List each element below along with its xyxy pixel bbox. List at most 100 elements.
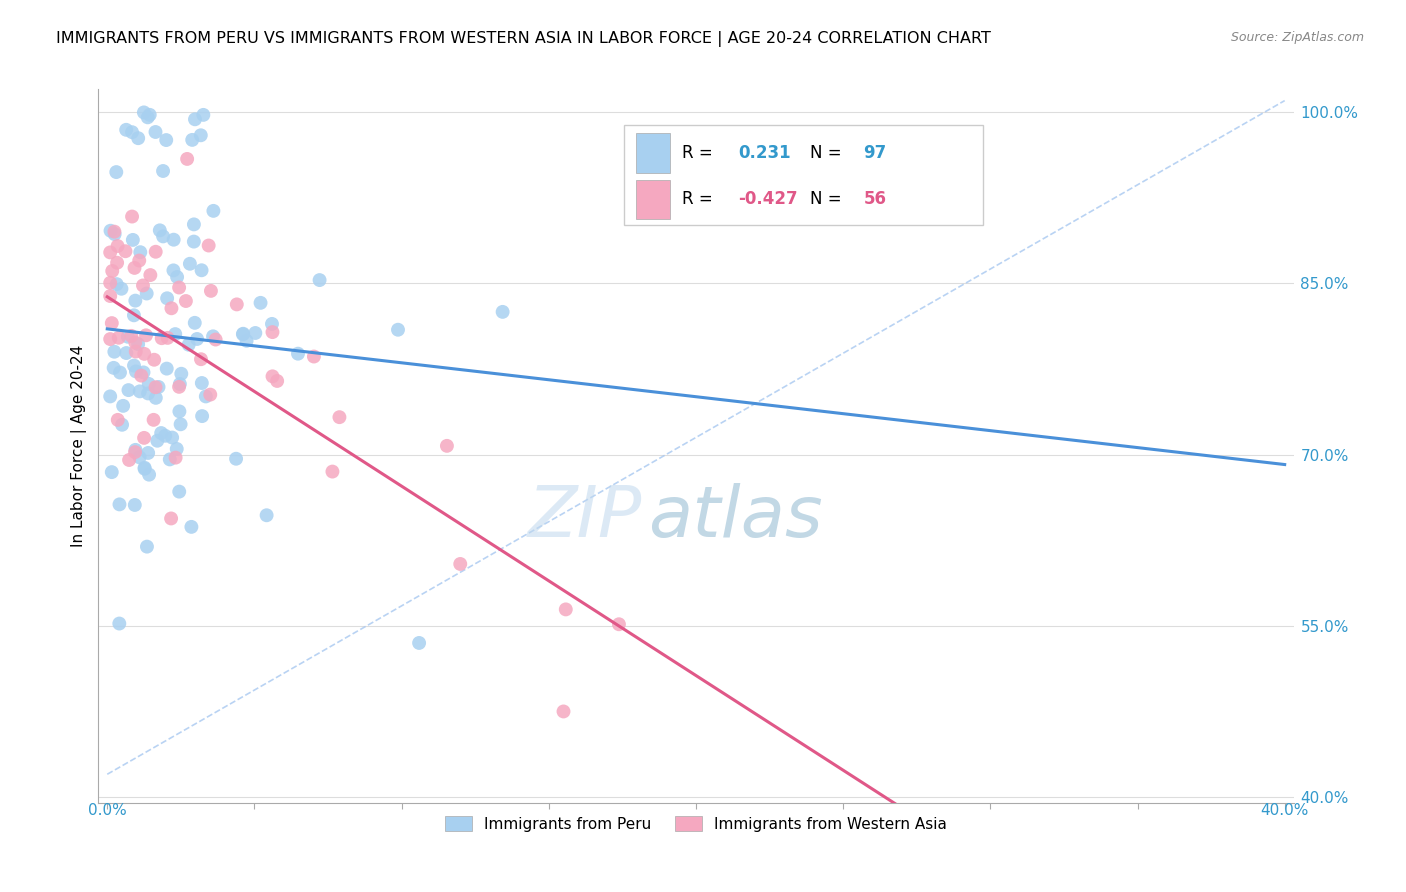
- Point: [232, 326, 254, 341]
- Point: [156, 361, 179, 376]
- Point: [176, 152, 198, 166]
- Point: [145, 391, 167, 405]
- FancyBboxPatch shape: [637, 134, 669, 173]
- Text: ZIP: ZIP: [527, 483, 643, 552]
- Point: [143, 352, 166, 367]
- Point: [152, 229, 174, 244]
- Point: [124, 442, 146, 457]
- Point: [155, 133, 177, 147]
- Point: [387, 323, 409, 337]
- Point: [266, 374, 288, 388]
- Point: [262, 325, 284, 339]
- Point: [115, 123, 138, 137]
- Point: [194, 389, 217, 403]
- Text: 40.0%: 40.0%: [1261, 803, 1309, 818]
- Point: [122, 308, 145, 322]
- Point: [118, 453, 141, 467]
- Point: [436, 439, 458, 453]
- Point: [104, 227, 127, 242]
- Point: [232, 327, 254, 342]
- Point: [321, 465, 343, 479]
- Point: [121, 210, 143, 224]
- Point: [120, 329, 142, 343]
- Point: [98, 276, 121, 290]
- Text: 0.0%: 0.0%: [89, 803, 127, 818]
- Point: [190, 128, 212, 143]
- Point: [107, 413, 129, 427]
- Point: [134, 462, 156, 476]
- Point: [110, 282, 132, 296]
- Point: [190, 352, 212, 367]
- Point: [308, 273, 330, 287]
- Point: [202, 329, 225, 343]
- Point: [129, 368, 152, 383]
- Point: [491, 305, 513, 319]
- Text: R =: R =: [682, 145, 717, 162]
- Point: [100, 224, 122, 238]
- Point: [150, 331, 173, 345]
- Point: [184, 112, 207, 127]
- Point: [107, 331, 129, 345]
- Point: [103, 225, 125, 239]
- Point: [128, 253, 150, 268]
- Point: [155, 429, 177, 443]
- Point: [169, 417, 191, 432]
- Point: [225, 451, 247, 466]
- Text: N =: N =: [810, 191, 846, 209]
- FancyBboxPatch shape: [637, 180, 669, 219]
- Text: 0.231: 0.231: [738, 145, 790, 162]
- Point: [145, 125, 167, 139]
- Point: [245, 326, 267, 340]
- Point: [107, 239, 129, 253]
- Point: [165, 327, 187, 342]
- Point: [190, 263, 212, 277]
- Point: [101, 264, 124, 278]
- Point: [177, 337, 200, 351]
- Point: [135, 328, 157, 343]
- Point: [149, 223, 172, 237]
- Point: [125, 344, 148, 359]
- Point: [103, 344, 125, 359]
- Point: [98, 332, 121, 346]
- Point: [150, 425, 173, 440]
- Point: [183, 218, 205, 232]
- Point: [138, 467, 160, 482]
- Point: [136, 386, 159, 401]
- Point: [262, 369, 284, 384]
- Point: [114, 244, 136, 259]
- Point: [105, 256, 128, 270]
- Point: [145, 244, 167, 259]
- Point: [156, 331, 179, 345]
- Point: [127, 131, 149, 145]
- Point: [98, 389, 121, 403]
- Point: [148, 380, 170, 394]
- Point: [260, 317, 283, 331]
- Point: [124, 293, 146, 308]
- Point: [136, 111, 159, 125]
- Point: [202, 203, 225, 218]
- Point: [134, 460, 156, 475]
- Point: [121, 125, 143, 139]
- Point: [328, 410, 350, 425]
- Text: R =: R =: [682, 191, 717, 209]
- Point: [186, 332, 208, 346]
- Point: [112, 399, 135, 413]
- Point: [136, 540, 159, 554]
- Point: [117, 383, 139, 397]
- Point: [124, 498, 146, 512]
- Point: [167, 380, 190, 394]
- Point: [111, 417, 134, 432]
- Point: [200, 387, 222, 401]
- Point: [193, 108, 215, 122]
- Point: [101, 465, 124, 479]
- Text: N =: N =: [810, 145, 846, 162]
- Point: [197, 238, 219, 252]
- Point: [115, 346, 138, 360]
- Point: [169, 404, 191, 418]
- Text: atlas: atlas: [648, 483, 823, 552]
- Point: [167, 280, 190, 294]
- Point: [121, 233, 143, 247]
- Point: [160, 301, 183, 316]
- Point: [249, 296, 271, 310]
- Text: 97: 97: [863, 145, 887, 162]
